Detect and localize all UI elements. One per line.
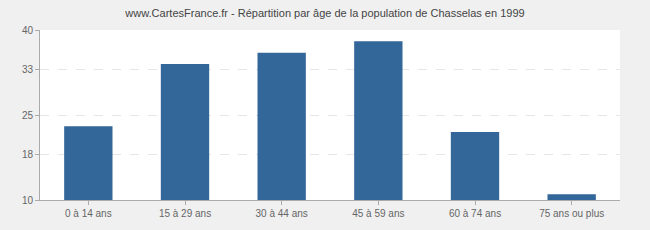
svg-text:0 à 14 ans: 0 à 14 ans: [65, 208, 112, 219]
svg-text:75 ans ou plus: 75 ans ou plus: [539, 208, 604, 219]
svg-text:10: 10: [22, 195, 34, 206]
svg-text:45 à 59 ans: 45 à 59 ans: [352, 208, 404, 219]
svg-text:30 à 44 ans: 30 à 44 ans: [256, 208, 308, 219]
svg-text:15 à 29 ans: 15 à 29 ans: [159, 208, 211, 219]
svg-text:www.CartesFrance.fr - Répartit: www.CartesFrance.fr - Répartition par âg…: [124, 7, 524, 19]
svg-text:60 à 74 ans: 60 à 74 ans: [449, 208, 501, 219]
svg-text:40: 40: [22, 25, 34, 36]
svg-text:33: 33: [22, 64, 34, 75]
svg-text:25: 25: [22, 110, 34, 121]
svg-text:18: 18: [22, 149, 34, 160]
